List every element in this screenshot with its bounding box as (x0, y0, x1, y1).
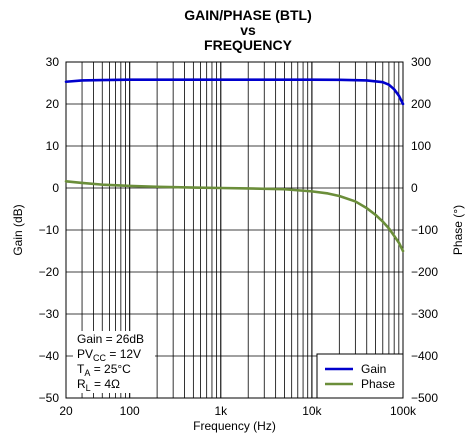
y-tick-label-right: 300 (411, 55, 431, 69)
annotation-background (73, 331, 155, 393)
y-tick-label-left: 30 (46, 55, 60, 69)
series (64, 78, 405, 253)
series-line-gain (64, 78, 405, 106)
y-tick-label-right: −100 (411, 223, 438, 237)
annotation-line: PVCC = 12V (77, 347, 141, 363)
y-tick-label-left: 20 (46, 97, 60, 111)
legend-label-phase: Phase (361, 377, 395, 391)
y-tick-label-left: −20 (39, 265, 60, 279)
chart-title-line: vs (240, 22, 256, 38)
left-axis-ticks: 30 20 10 0 −10 −20 −30 −40 −50 (39, 55, 60, 405)
grid (66, 62, 403, 398)
y-tick-label-left: −10 (39, 223, 60, 237)
plot-frame (65, 61, 404, 399)
y-tick-label-right: −500 (411, 391, 438, 405)
annotation-line: RL = 4Ω (77, 377, 120, 393)
y-tick-label-left: −50 (39, 391, 60, 405)
annotation-line: TA = 25°C (77, 362, 131, 378)
y-tick-label-right: 100 (411, 139, 431, 153)
y-tick-label-left: 0 (52, 181, 59, 195)
chart-title-line: GAIN/PHASE (BTL) (184, 7, 312, 23)
y-tick-label-right: 0 (411, 181, 418, 195)
y-axis-label-right: Phase (°) (451, 205, 465, 255)
chart-title-line: FREQUENCY (204, 37, 293, 53)
x-tick-label: 20 (59, 404, 73, 418)
y-tick-label-right: −400 (411, 349, 438, 363)
legend-label-gain: Gain (361, 362, 386, 376)
x-tick-label: 1k (214, 404, 228, 418)
y-tick-label-right: 200 (411, 97, 431, 111)
y-tick-label-right: −300 (411, 307, 438, 321)
x-tick-label: 100k (390, 404, 417, 418)
legend-box (316, 353, 404, 399)
x-tick-label: 100 (120, 404, 140, 418)
x-tick-label: 10k (302, 404, 322, 418)
y-tick-label-left: −30 (39, 307, 60, 321)
y-axis-label-left: Gain (dB) (11, 204, 25, 255)
y-tick-label-left: 10 (46, 139, 60, 153)
x-axis-label: Frequency (Hz) (193, 419, 276, 433)
x-axis-ticks: 20 100 1k 10k 100k (59, 404, 417, 418)
series-line-phase (64, 179, 405, 253)
y-tick-label-right: −200 (411, 265, 438, 279)
annotation-line: Gain = 26dB (77, 332, 144, 346)
y-tick-label-left: −40 (39, 349, 60, 363)
right-axis-ticks: 300 200 100 0 −100 −200 −300 −400 −500 (411, 55, 438, 405)
